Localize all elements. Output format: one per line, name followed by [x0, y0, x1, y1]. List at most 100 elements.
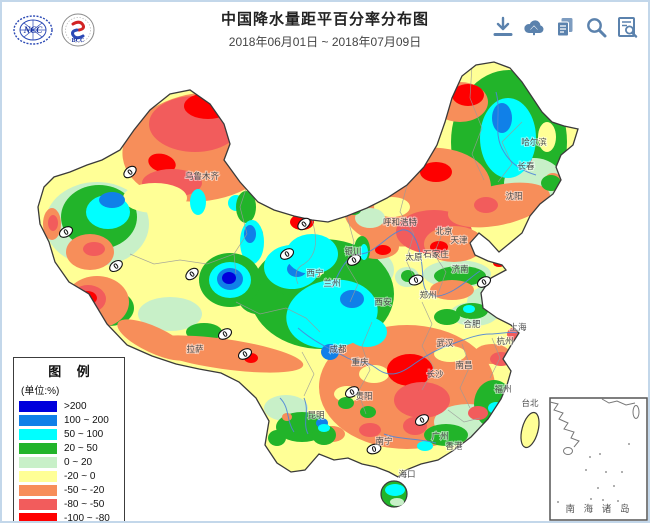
legend-label: 50 ~ 100 — [64, 429, 104, 440]
zero-contour-label: 0 — [297, 217, 311, 231]
legend-row: -80 ~ -50 — [19, 498, 119, 511]
city-label: 南宁 — [375, 436, 392, 446]
city-label: 南昌 — [455, 360, 472, 370]
region-blob — [387, 354, 433, 386]
legend-unit: (单位:%) — [21, 386, 60, 397]
city-label: 石家庄 — [423, 249, 449, 259]
cloud-upload-icon — [524, 20, 544, 36]
city-label: 西宁 — [306, 268, 323, 278]
zero-contour-oval — [217, 328, 233, 340]
legend-row: -50 ~ -20 — [19, 484, 119, 497]
hainan-island — [380, 480, 408, 508]
legend-label: -100 ~ -80 — [64, 513, 110, 523]
zero-contour-oval — [109, 259, 123, 273]
legend-label: 20 ~ 50 — [64, 443, 98, 454]
legend-row: 50 ~ 100 — [19, 428, 119, 441]
city-label: 海口 — [398, 469, 415, 479]
legend-title: 图 例 — [48, 364, 96, 379]
city-label: 长沙 — [426, 369, 444, 379]
zero-contour-oval — [297, 217, 311, 231]
zero-contour-oval — [346, 254, 362, 266]
legend-label: -50 ~ -20 — [64, 485, 105, 496]
region-blob — [447, 182, 551, 228]
region-blob — [222, 272, 236, 284]
city-label: 济南 — [451, 264, 468, 274]
region-blob — [424, 424, 468, 446]
zero-contour-text: 0 — [480, 277, 489, 287]
region-blob — [360, 406, 376, 418]
legend-swatch — [19, 457, 57, 468]
zero-contour-text: 0 — [350, 255, 359, 265]
zero-contour-text: 0 — [371, 444, 378, 454]
region-blob — [359, 365, 389, 383]
yellow-river — [331, 229, 481, 297]
province-borders — [129, 64, 523, 423]
copy-button[interactable] — [552, 14, 578, 40]
region-blob — [70, 285, 106, 313]
region-blob — [123, 183, 187, 213]
city-label: 贵阳 — [355, 391, 372, 401]
region-blob — [394, 382, 450, 418]
south-china-sea-inset: 南 海 诸 岛 — [549, 397, 648, 521]
region-blob — [468, 406, 488, 420]
city-label: 福州 — [494, 384, 511, 394]
legend-label: -20 ~ 0 — [64, 471, 96, 482]
region-blob — [488, 402, 504, 414]
legend-swatch — [19, 429, 57, 440]
region-blob — [268, 430, 286, 446]
region-blob — [463, 305, 475, 313]
legend-swatch — [19, 471, 57, 482]
region-blob — [148, 153, 176, 173]
city-label: 沈阳 — [505, 191, 522, 201]
region-blob — [420, 162, 452, 182]
island-dots — [557, 443, 630, 503]
svg-text:BCC: BCC — [72, 38, 85, 44]
zero-contour-label: 0 — [58, 226, 74, 238]
city-label: 广州 — [431, 431, 448, 441]
zoom-button[interactable] — [583, 14, 609, 40]
region-blob — [374, 197, 410, 217]
region-blob — [321, 344, 339, 360]
legend-row: -100 ~ -80 — [19, 512, 119, 523]
document-search-icon — [618, 17, 638, 38]
region-blob — [474, 197, 498, 213]
toolbar — [490, 14, 640, 40]
zero-contour-label: 0 — [408, 274, 424, 286]
legend-swatch — [19, 499, 57, 510]
zero-contour-label: 0 — [123, 165, 137, 179]
bcc-logo: BCC — [61, 13, 95, 47]
zero-contour-oval — [408, 274, 424, 286]
cloud-upload-button[interactable] — [521, 14, 547, 40]
zero-contour-oval — [344, 386, 360, 398]
city-label: 台北 — [521, 398, 539, 408]
region-blob — [244, 225, 256, 243]
zero-contour-labels: 0 0 0 0 0 0 0 0 0 0 0 0 0 0 — [58, 165, 492, 455]
region-blob — [312, 425, 336, 445]
region-blob — [286, 234, 338, 274]
legend-swatch — [19, 443, 57, 454]
city-label: 呼和浩特 — [383, 217, 418, 227]
zero-contour-text: 0 — [188, 269, 198, 279]
city-label: 香港 — [445, 441, 463, 451]
zero-contour-oval — [414, 414, 430, 426]
city-label: 武汉 — [436, 338, 454, 348]
zero-contour-oval — [476, 276, 492, 288]
download-button[interactable] — [490, 14, 516, 40]
yangtze-river — [297, 327, 518, 375]
header: NCC BCC 中国降水量距平百分率分布图 2018年06月01日 ~ 2018… — [2, 2, 648, 56]
zero-contour-label: 0 — [476, 276, 492, 288]
legend-row: -20 ~ 0 — [19, 470, 119, 483]
city-label: 乌鲁木齐 — [185, 171, 220, 181]
city-label: 兰州 — [323, 278, 340, 288]
zero-contour-label: 0 — [344, 386, 360, 398]
region-blob — [236, 191, 256, 223]
region-blob — [492, 103, 512, 133]
region-blob — [282, 413, 292, 421]
legend-label: 0 ~ 20 — [64, 457, 93, 468]
region-blob — [402, 145, 426, 163]
city-label: 郑州 — [419, 290, 436, 300]
zero-contour-label: 0 — [237, 348, 253, 360]
preview-button[interactable] — [614, 14, 640, 40]
city-label: 合肥 — [463, 319, 481, 329]
